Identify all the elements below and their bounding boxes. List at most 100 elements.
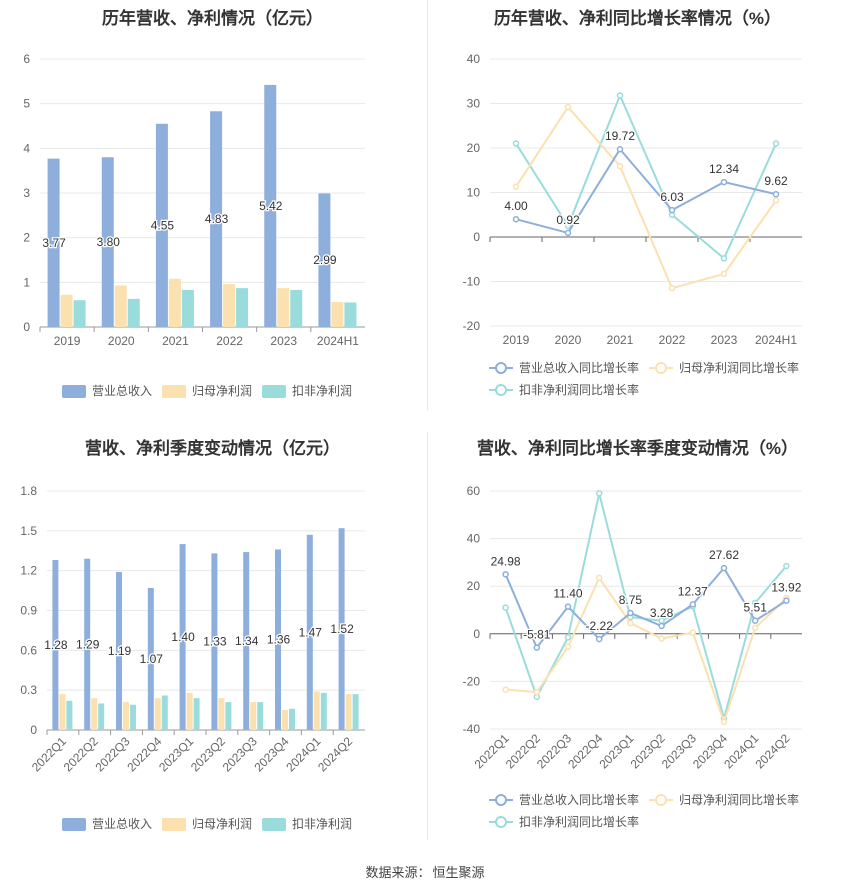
chart-title: 营收、净利同比增长率季度变动情况（%）	[476, 439, 799, 458]
data-label: 13.92	[771, 581, 801, 595]
series-point-2	[595, 490, 603, 497]
bar-0	[116, 571, 122, 730]
data-label: 2.99	[313, 253, 337, 267]
legend-label: 营业总收入	[92, 384, 152, 398]
bar-2	[289, 708, 295, 730]
series-line-2	[515, 92, 777, 260]
bar-0	[179, 544, 186, 730]
series-point-1	[720, 718, 728, 726]
y-tick-label: 4	[23, 141, 30, 155]
legend-swatch	[62, 385, 86, 398]
bar-2	[130, 704, 136, 730]
series-point-2	[720, 255, 728, 262]
bar-2	[344, 302, 357, 327]
y-tick-label: -10	[463, 275, 481, 289]
y-tick-label: 0.6	[20, 643, 37, 657]
bar-1	[168, 278, 181, 327]
series-point-2	[564, 634, 572, 641]
data-label: 1.36	[267, 633, 291, 647]
chart-title: 历年营收、净利同比增长率情况（%）	[493, 9, 782, 28]
bar-2	[73, 300, 86, 327]
legend-label: 扣非净利润同比增长率	[519, 814, 639, 829]
legend-swatch-marker	[495, 794, 507, 806]
data-label: 19.72	[605, 129, 635, 143]
series-point-0	[627, 609, 634, 617]
y-tick-label: 60	[467, 484, 481, 498]
data-label: 1.52	[330, 622, 354, 636]
data-source-label: 数据来源：	[365, 865, 431, 880]
series-point-2	[564, 222, 572, 230]
x-tick-label: 2019	[54, 334, 81, 348]
y-tick-label: 20	[467, 579, 481, 593]
y-tick-label: 10	[467, 186, 481, 200]
bar-1	[282, 710, 288, 730]
series-point-1	[772, 197, 780, 204]
x-tick-label: 2021	[607, 333, 634, 347]
series-point-1	[720, 270, 728, 278]
data-label: 1.28	[44, 638, 68, 652]
legend-label: 营业总收入同比增长率	[519, 360, 639, 375]
bar-0	[275, 549, 281, 730]
series-point-0	[658, 622, 665, 630]
bar-2	[225, 702, 232, 730]
x-tick-label: 2024H1	[317, 334, 359, 348]
data-label: 1.47	[299, 625, 323, 639]
series-point-0	[668, 206, 676, 214]
data-label: 12.37	[678, 584, 708, 598]
data-label: 1.40	[171, 630, 195, 644]
series-point-1	[564, 103, 572, 111]
series-line-1	[505, 575, 788, 725]
data-label: 11.40	[553, 587, 582, 601]
x-tick-label: 2022	[659, 333, 686, 347]
chart-title: 营收、净利季度变动情况（亿元）	[85, 439, 340, 458]
series-point-2	[783, 562, 790, 570]
legend-label: 扣非净利润	[292, 384, 352, 398]
legend-label: 扣非净利润同比增长率	[519, 382, 639, 397]
bar-0	[155, 123, 168, 328]
y-tick-label: 40	[467, 52, 481, 66]
series-point-0	[564, 229, 572, 237]
bar-1	[154, 698, 161, 730]
series-point-1	[668, 284, 676, 292]
series-line-0	[504, 566, 787, 650]
series-point-0	[564, 603, 572, 610]
bar-1	[250, 702, 257, 730]
bar-0	[101, 157, 114, 327]
y-tick-label: 0	[473, 230, 480, 244]
bar-2	[320, 692, 327, 730]
bar-1	[345, 694, 352, 730]
bar-0	[84, 558, 91, 730]
x-tick-label: 2024H1	[755, 333, 797, 347]
data-label: 1.34	[235, 634, 259, 648]
data-label: -5.81	[523, 628, 551, 642]
x-tick-label: 2020	[108, 334, 135, 348]
y-tick-label: 0.9	[20, 604, 37, 618]
series-point-1	[502, 686, 509, 693]
legend-label: 归母净利润	[192, 817, 252, 831]
y-tick-label: 1	[23, 275, 30, 289]
series-point-0	[616, 145, 624, 153]
series-point-2	[512, 140, 520, 147]
data-label: 27.62	[709, 548, 739, 562]
bar-0	[47, 158, 60, 327]
x-tick-label: 2023	[711, 333, 738, 347]
data-label: 1.19	[108, 644, 132, 658]
y-tick-label: 6	[23, 52, 30, 66]
legend-label: 营业总收入同比增长率	[519, 792, 639, 807]
series-point-0	[689, 601, 697, 608]
series-line-0	[515, 147, 777, 235]
bar-2	[352, 694, 359, 730]
x-tick-label: 2022	[216, 334, 243, 348]
quarterly-revenue-profit-panel: 营收、净利季度变动情况（亿元） 0 0.3 0.6 0.9 1.2 1.5 1.8 2022Q…	[0, 430, 425, 850]
annual-revenue-profit-chart: 0 1 2 3 4 5 6 2019 2020 2021 2022 2023 2024H1 3.77 3.8…	[23, 52, 365, 398]
data-label: 8.75	[619, 593, 643, 607]
bar-0	[318, 193, 331, 327]
legend-swatch-marker	[655, 794, 667, 806]
quarterly-revenue-profit-chart: 00.30.60.91.21.51.82022Q12022Q22022Q3202…	[20, 484, 365, 831]
series-point-0	[502, 571, 509, 578]
bar-1	[331, 301, 344, 327]
data-label: -2.22	[586, 619, 614, 633]
series-point-1	[616, 162, 624, 170]
y-tick-label: 0	[23, 320, 30, 334]
bar-2	[66, 700, 73, 730]
